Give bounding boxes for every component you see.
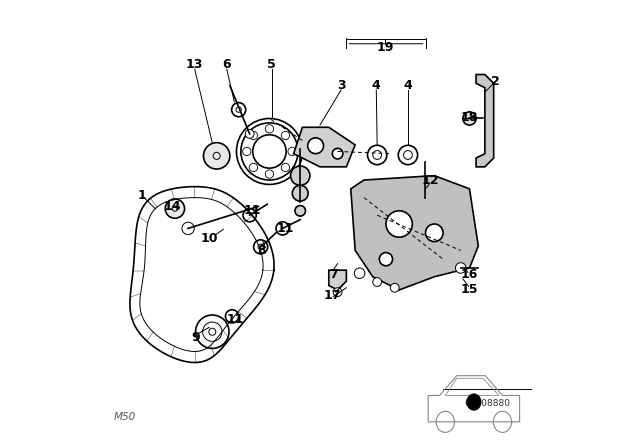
Text: 4: 4 — [372, 79, 381, 92]
Circle shape — [276, 222, 289, 235]
Text: 11: 11 — [276, 222, 294, 235]
Circle shape — [165, 199, 184, 218]
Text: 2: 2 — [492, 75, 500, 88]
Circle shape — [456, 263, 466, 273]
Polygon shape — [476, 74, 493, 167]
Circle shape — [182, 222, 195, 235]
Circle shape — [332, 148, 343, 159]
Circle shape — [426, 224, 443, 241]
Polygon shape — [329, 270, 346, 290]
Circle shape — [291, 166, 310, 185]
Text: 5: 5 — [268, 58, 276, 71]
Text: 10: 10 — [200, 232, 218, 245]
Text: 11: 11 — [227, 313, 244, 326]
Text: 15: 15 — [461, 283, 478, 296]
Text: 7: 7 — [329, 268, 337, 281]
Circle shape — [333, 288, 342, 297]
Circle shape — [204, 142, 230, 169]
Circle shape — [308, 138, 323, 154]
Text: 1: 1 — [138, 189, 147, 202]
Circle shape — [196, 315, 229, 349]
Circle shape — [463, 112, 476, 125]
Text: 3: 3 — [337, 79, 346, 92]
Circle shape — [295, 206, 305, 216]
Text: 19: 19 — [376, 41, 394, 54]
Circle shape — [243, 209, 256, 222]
Text: 4: 4 — [404, 79, 412, 92]
Circle shape — [367, 145, 387, 165]
Text: 17: 17 — [324, 289, 341, 302]
Text: 16: 16 — [461, 268, 478, 281]
Polygon shape — [351, 176, 478, 290]
Text: 6: 6 — [223, 58, 231, 71]
Circle shape — [232, 103, 246, 117]
Text: 00008880: 00008880 — [464, 400, 510, 409]
Text: 8: 8 — [258, 244, 266, 257]
Circle shape — [380, 253, 392, 266]
Text: 18: 18 — [461, 111, 478, 124]
Text: 13: 13 — [186, 58, 204, 71]
Circle shape — [390, 283, 399, 292]
Circle shape — [386, 211, 412, 237]
Circle shape — [225, 310, 239, 323]
Circle shape — [245, 129, 254, 138]
Circle shape — [292, 185, 308, 201]
Circle shape — [253, 240, 268, 254]
Text: 9: 9 — [192, 331, 200, 344]
Circle shape — [398, 145, 418, 165]
Text: M50: M50 — [113, 412, 136, 422]
Circle shape — [372, 278, 381, 286]
Circle shape — [355, 268, 365, 279]
Text: 12: 12 — [422, 174, 440, 187]
Circle shape — [417, 188, 433, 203]
Text: 14: 14 — [163, 200, 180, 213]
Polygon shape — [294, 127, 355, 167]
Text: 11: 11 — [243, 204, 260, 217]
